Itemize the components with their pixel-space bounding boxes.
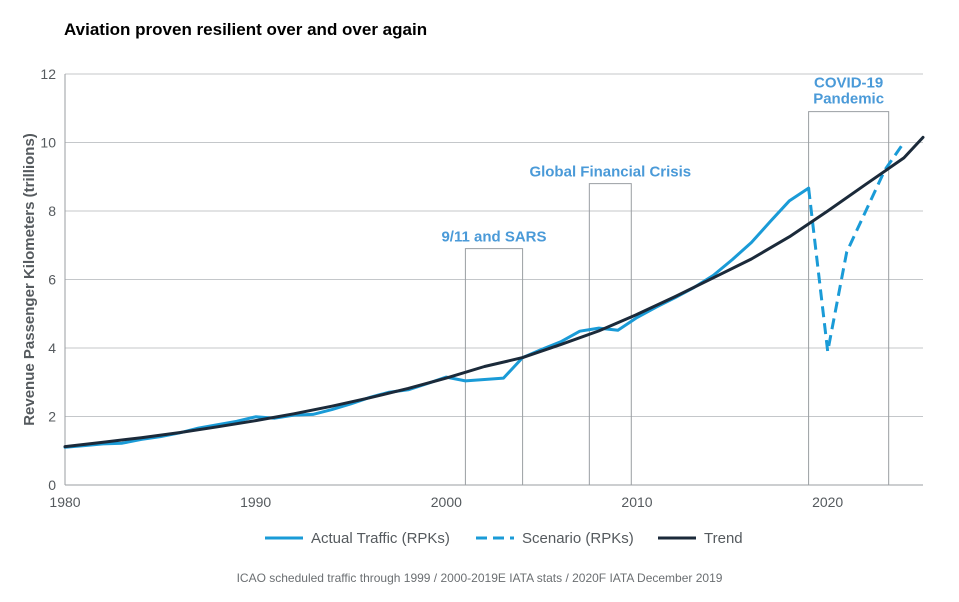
y-tick-label: 8 [48, 203, 56, 219]
grid-lines [64, 73, 923, 486]
chart-title: Aviation proven resilient over and over … [64, 20, 428, 39]
series-lines [63, 135, 925, 449]
annotation-label: 9/11 and SARS [441, 229, 546, 246]
y-tick-label: 2 [48, 409, 56, 425]
annotation-bracket [808, 111, 890, 485]
legend-label: Actual Traffic (RPKs) [311, 530, 450, 547]
x-tick-labels: 1980 1990 2000 2010 2020 [49, 494, 843, 510]
y-tick-label: 4 [48, 340, 56, 356]
annotation-label: Global Financial Crisis [529, 164, 691, 181]
series-line-scenario-rpks [807, 141, 906, 353]
legend-label: Scenario (RPKs) [522, 530, 634, 547]
annotation-bracket [588, 183, 632, 485]
x-tick-label: 1980 [49, 494, 80, 510]
annotation-bracket [464, 248, 524, 485]
legend-label: Trend [704, 530, 743, 547]
x-tick-label: 2010 [621, 494, 652, 510]
series-line-trend [63, 135, 925, 449]
x-tick-label: 2000 [431, 494, 462, 510]
annotation-label: COVID-19 Pandemic [813, 75, 884, 108]
y-tick-labels: 0 2 4 6 8 10 12 [40, 66, 56, 493]
y-tick-label: 10 [40, 135, 56, 151]
x-tick-label: 1990 [240, 494, 271, 510]
series-line-actual-traffic-rpks [63, 186, 811, 449]
legend: Actual Traffic (RPKs) Scenario (RPKs) Tren… [265, 530, 743, 547]
x-tick-label: 2020 [812, 494, 843, 510]
y-tick-label: 0 [48, 477, 56, 493]
y-axis-label: Revenue Passenger Kilometers (trillions) [21, 133, 38, 426]
y-tick-label: 12 [40, 66, 56, 82]
source-note: ICAO scheduled traffic through 1999 / 20… [236, 571, 723, 585]
y-tick-label: 6 [48, 272, 56, 288]
